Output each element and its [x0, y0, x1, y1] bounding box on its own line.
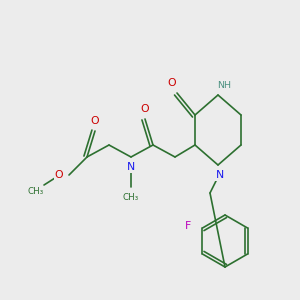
Text: N: N: [216, 170, 224, 180]
Text: O: O: [141, 104, 149, 114]
Text: N: N: [127, 162, 135, 172]
Text: O: O: [168, 78, 176, 88]
Text: F: F: [185, 221, 192, 231]
Text: NH: NH: [217, 80, 231, 89]
Text: CH₃: CH₃: [123, 193, 139, 202]
Text: O: O: [55, 170, 63, 180]
Text: O: O: [91, 116, 99, 126]
Text: CH₃: CH₃: [28, 187, 44, 196]
